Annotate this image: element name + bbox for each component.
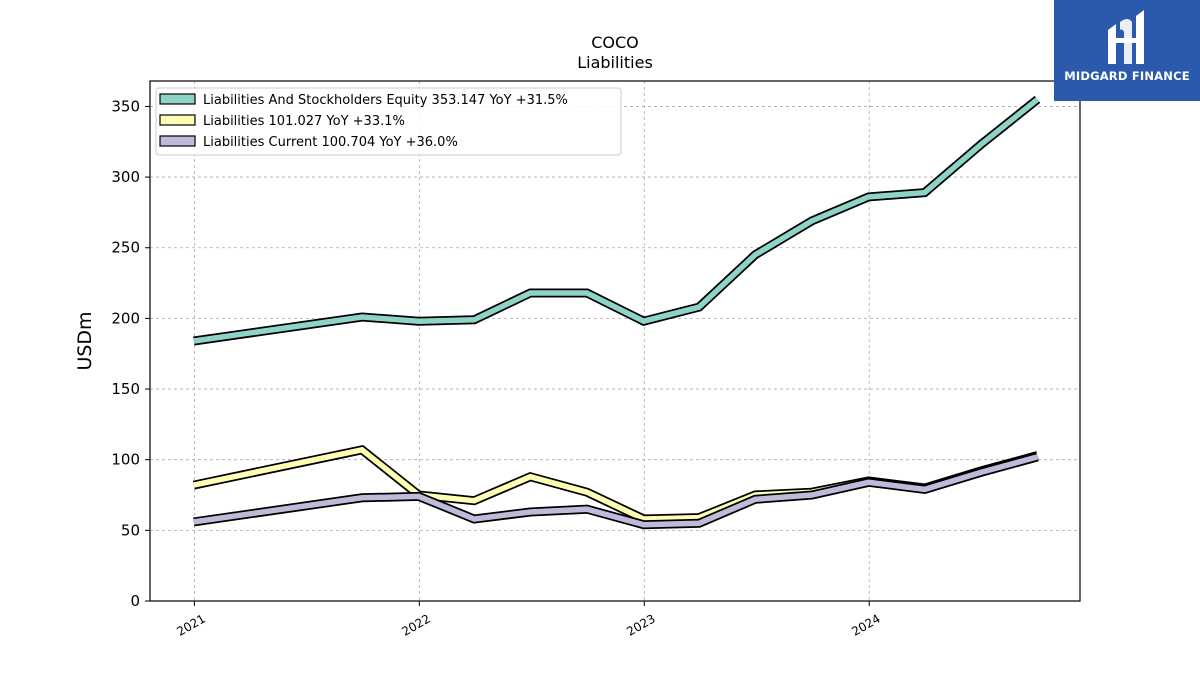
chart-title: COCO bbox=[591, 33, 639, 52]
x-tick-label: 2023 bbox=[624, 611, 657, 638]
y-tick-label: 300 bbox=[111, 168, 140, 186]
logo-text: MIDGARD FINANCE bbox=[1064, 69, 1190, 83]
chart-subtitle: Liabilities bbox=[577, 53, 653, 72]
legend: Liabilities And Stockholders Equity 353.… bbox=[155, 87, 622, 156]
y-tick-label: 150 bbox=[111, 380, 140, 398]
y-tick-label: 100 bbox=[111, 451, 140, 469]
grid bbox=[150, 81, 1080, 602]
y-tick-label: 350 bbox=[111, 97, 140, 115]
plot-frame bbox=[149, 80, 1081, 602]
legend-swatch bbox=[159, 93, 196, 105]
y-tick-label: 250 bbox=[111, 239, 140, 257]
legend-entry-liabilities-current: Liabilities Current 100.704 YoY +36.0% bbox=[159, 135, 458, 150]
legend-entry-equity: Liabilities And Stockholders Equity 353.… bbox=[159, 93, 568, 108]
series-line bbox=[193, 97, 1040, 344]
series-liabilities-current bbox=[193, 452, 1039, 530]
x-tick-label: 2024 bbox=[849, 611, 882, 638]
y-axis: 0 50 100 150 200 250 300 350 bbox=[111, 97, 150, 610]
legend-label: Liabilities Current 100.704 YoY +36.0% bbox=[203, 135, 458, 150]
legend-swatch bbox=[159, 135, 196, 147]
legend-box bbox=[155, 87, 622, 156]
series-liabilities-and-stockholders-equity bbox=[193, 95, 1041, 346]
legend-swatch bbox=[159, 114, 196, 126]
legend-label: Liabilities And Stockholders Equity 353.… bbox=[203, 93, 568, 108]
midgard-logo-icon bbox=[1108, 10, 1144, 64]
series-lines bbox=[192, 95, 1041, 530]
x-tick-label: 2021 bbox=[174, 611, 207, 638]
midgard-finance-logo: MIDGARD FINANCE bbox=[1054, 0, 1200, 101]
legend-entry-liabilities: Liabilities 101.027 YoY +33.1% bbox=[159, 114, 405, 129]
legend-label: Liabilities 101.027 YoY +33.1% bbox=[203, 114, 405, 129]
y-tick-label: 0 bbox=[130, 592, 140, 610]
y-tick-label: 200 bbox=[111, 309, 140, 327]
y-axis-label: USDm bbox=[74, 311, 96, 370]
series-line bbox=[193, 454, 1039, 528]
x-axis: 2021 2022 2023 2024 bbox=[174, 601, 883, 639]
y-tick-label: 50 bbox=[121, 521, 140, 539]
x-tick-label: 2022 bbox=[399, 611, 432, 638]
